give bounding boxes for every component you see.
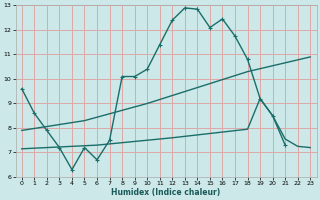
X-axis label: Humidex (Indice chaleur): Humidex (Indice chaleur) <box>111 188 221 197</box>
